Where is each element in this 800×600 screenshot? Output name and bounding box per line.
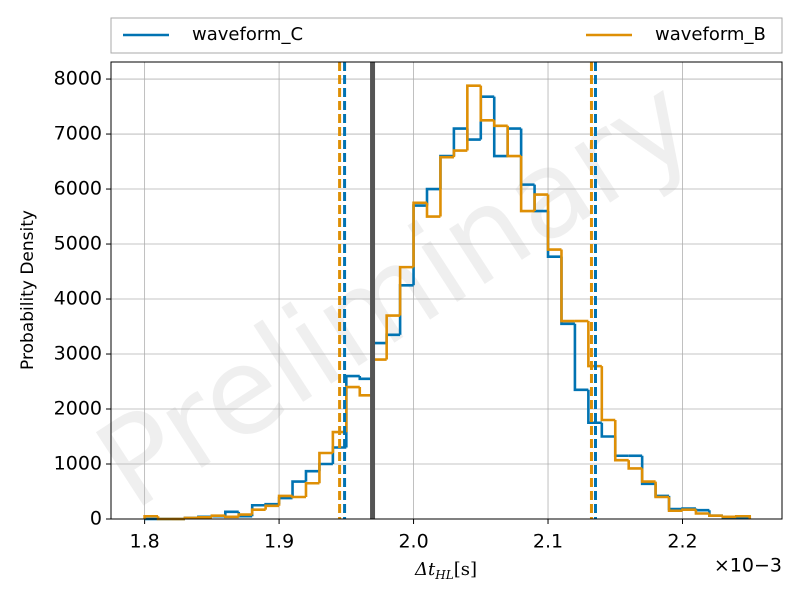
histogram-step bbox=[587, 321, 602, 368]
y-tick-label: 4000 bbox=[54, 288, 102, 310]
x-label-sub: HL bbox=[434, 568, 453, 582]
histogram-step bbox=[640, 455, 656, 486]
histogram-step bbox=[425, 187, 441, 206]
histogram-step bbox=[600, 422, 616, 438]
histogram-step bbox=[210, 514, 226, 518]
histogram-step bbox=[708, 513, 723, 517]
histogram-step bbox=[627, 460, 643, 470]
histogram-step bbox=[277, 494, 293, 506]
histogram-step bbox=[519, 156, 535, 213]
x-label-unit: [s] bbox=[454, 559, 477, 580]
histogram-step bbox=[667, 497, 683, 513]
x-tick-label: 2.1 bbox=[533, 531, 563, 553]
histogram-step bbox=[587, 389, 602, 425]
y-tick-label: 8000 bbox=[54, 68, 102, 90]
histogram-step bbox=[358, 387, 374, 397]
histogram-step bbox=[358, 376, 374, 381]
histogram-step bbox=[694, 509, 710, 515]
histogram-step bbox=[466, 84, 481, 151]
histogram-step bbox=[492, 120, 508, 128]
histogram-step bbox=[250, 508, 266, 515]
histogram-step bbox=[412, 201, 428, 268]
histogram-step bbox=[452, 127, 468, 157]
histogram-step bbox=[533, 193, 549, 212]
y-tick-label: 0 bbox=[90, 508, 102, 530]
histogram-step bbox=[573, 323, 589, 392]
histogram-step bbox=[264, 504, 280, 510]
histogram-step bbox=[613, 436, 629, 458]
histogram-step bbox=[667, 495, 683, 511]
x-tick-label: 2.2 bbox=[667, 531, 697, 553]
histogram-step bbox=[223, 510, 239, 517]
histogram-step bbox=[546, 194, 562, 251]
histogram-step bbox=[385, 314, 401, 360]
histogram-step bbox=[318, 451, 333, 484]
histogram-step bbox=[439, 155, 454, 217]
histogram-step bbox=[600, 366, 616, 422]
y-tick-label: 3000 bbox=[54, 343, 102, 365]
legend-label: waveform_B bbox=[655, 24, 766, 45]
histogram-step bbox=[197, 516, 212, 519]
x-label-main: Δt bbox=[414, 559, 436, 580]
histogram-step bbox=[425, 202, 441, 218]
histogram-step bbox=[681, 508, 696, 511]
histogram-step bbox=[613, 420, 629, 462]
y-tick-label: 5000 bbox=[54, 233, 102, 255]
histogram-step bbox=[304, 469, 320, 482]
y-tick-label: 7000 bbox=[54, 123, 102, 145]
histogram-step bbox=[694, 508, 710, 512]
plot-frame bbox=[110, 61, 783, 520]
legend-label: waveform_C bbox=[192, 24, 303, 45]
histogram-step bbox=[506, 125, 522, 158]
histogram-step bbox=[318, 462, 333, 472]
histogram-step bbox=[345, 385, 360, 433]
histogram-step bbox=[479, 95, 495, 140]
x-tick-label: 1.9 bbox=[264, 531, 294, 553]
histogram-step bbox=[640, 468, 656, 483]
histogram-step bbox=[654, 481, 670, 499]
y-axis-label: Probability Density bbox=[18, 210, 38, 370]
histogram-step bbox=[223, 515, 239, 519]
histogram-step bbox=[304, 481, 320, 498]
histogram-step bbox=[654, 483, 670, 498]
histogram-step bbox=[291, 480, 306, 499]
watermark: Preliminary bbox=[74, 51, 718, 537]
histogram-step bbox=[721, 515, 737, 519]
y-tick-label: 1000 bbox=[54, 453, 102, 475]
histogram-step bbox=[143, 514, 159, 519]
histogram-step bbox=[560, 249, 575, 323]
y-tick-label: 6000 bbox=[54, 178, 102, 200]
x-offset-label: ×10−3 bbox=[714, 555, 782, 577]
histogram-step bbox=[237, 513, 253, 517]
histogram-step bbox=[479, 85, 495, 122]
x-tick-label: 2.0 bbox=[398, 531, 428, 553]
legend-box bbox=[110, 17, 783, 54]
histogram-step bbox=[452, 149, 468, 158]
histogram-step bbox=[398, 265, 414, 316]
histogram-step bbox=[331, 430, 347, 454]
histogram-step bbox=[291, 495, 306, 499]
histogram-step bbox=[492, 96, 508, 158]
histogram-step bbox=[277, 496, 293, 505]
x-tick-label: 1.8 bbox=[130, 531, 160, 553]
y-tick-label: 2000 bbox=[54, 398, 102, 420]
histogram-step bbox=[734, 514, 752, 519]
x-axis-label: ΔtHL[s] bbox=[414, 559, 477, 582]
